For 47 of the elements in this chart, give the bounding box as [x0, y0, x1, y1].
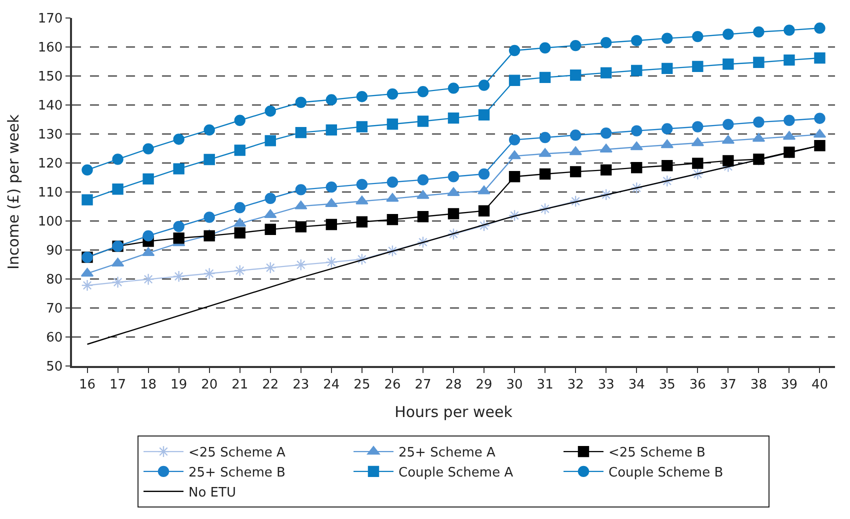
y-tick-label: 80	[46, 272, 63, 288]
x-tick-label: 17	[110, 377, 126, 392]
y-tick-label: 50	[46, 360, 63, 375]
x-axis-title: Hours per week	[394, 402, 513, 421]
y-tick-label: 70	[46, 302, 63, 317]
x-tick-label: 38	[750, 377, 767, 392]
x-tick-label: 28	[445, 377, 462, 392]
x-tick-label: 18	[140, 377, 157, 392]
legend-label: Couple Scheme B	[608, 466, 724, 481]
y-tick-label: 110	[38, 186, 63, 201]
x-tick-label: 32	[567, 377, 584, 392]
legend-label: Couple Scheme A	[398, 466, 514, 481]
x-tick-label: 27	[414, 377, 432, 392]
legend-label: No ETU	[188, 485, 236, 500]
x-tick-label: 24	[323, 377, 340, 392]
x-tick-label: 30	[506, 377, 523, 392]
x-tick-label: 21	[232, 377, 248, 392]
x-tick-label: 22	[262, 377, 279, 392]
x-tick-label: 34	[628, 377, 645, 392]
x-tick-label: 16	[78, 377, 96, 392]
y-tick-label: 150	[38, 70, 63, 85]
y-axis-title: Income (£) per week	[4, 114, 23, 270]
x-tick-label: 37	[720, 377, 736, 392]
x-tick-label: 26	[384, 377, 401, 392]
x-tick-label: 36	[689, 377, 706, 392]
y-tick-label: 60	[46, 330, 63, 346]
y-tick-label: 90	[46, 244, 63, 259]
y-tick-label: 140	[38, 98, 63, 114]
legend-label: <25 Scheme B	[608, 446, 706, 461]
y-tick-label: 130	[38, 128, 63, 143]
x-tick-label: 31	[536, 377, 554, 392]
x-tick-label: 19	[170, 377, 188, 392]
y-tick-label: 120	[38, 156, 63, 172]
x-tick-label: 23	[292, 377, 310, 392]
x-tick-label: 40	[811, 377, 828, 392]
y-tick-label: 100	[38, 214, 63, 230]
y-tick-label: 160	[38, 40, 63, 56]
x-tick-label: 35	[658, 377, 676, 392]
legend-label: <25 Scheme A	[188, 446, 286, 461]
x-tick-label: 39	[780, 377, 798, 392]
x-tick-label: 33	[598, 377, 614, 392]
legend-label: 25+ Scheme A	[398, 446, 496, 461]
x-tick-label: 25	[354, 377, 370, 392]
legend-label: 25+ Scheme B	[188, 466, 286, 481]
x-tick-label: 20	[201, 377, 218, 392]
y-tick-label: 170	[38, 12, 63, 27]
x-tick-label: 29	[476, 377, 492, 392]
